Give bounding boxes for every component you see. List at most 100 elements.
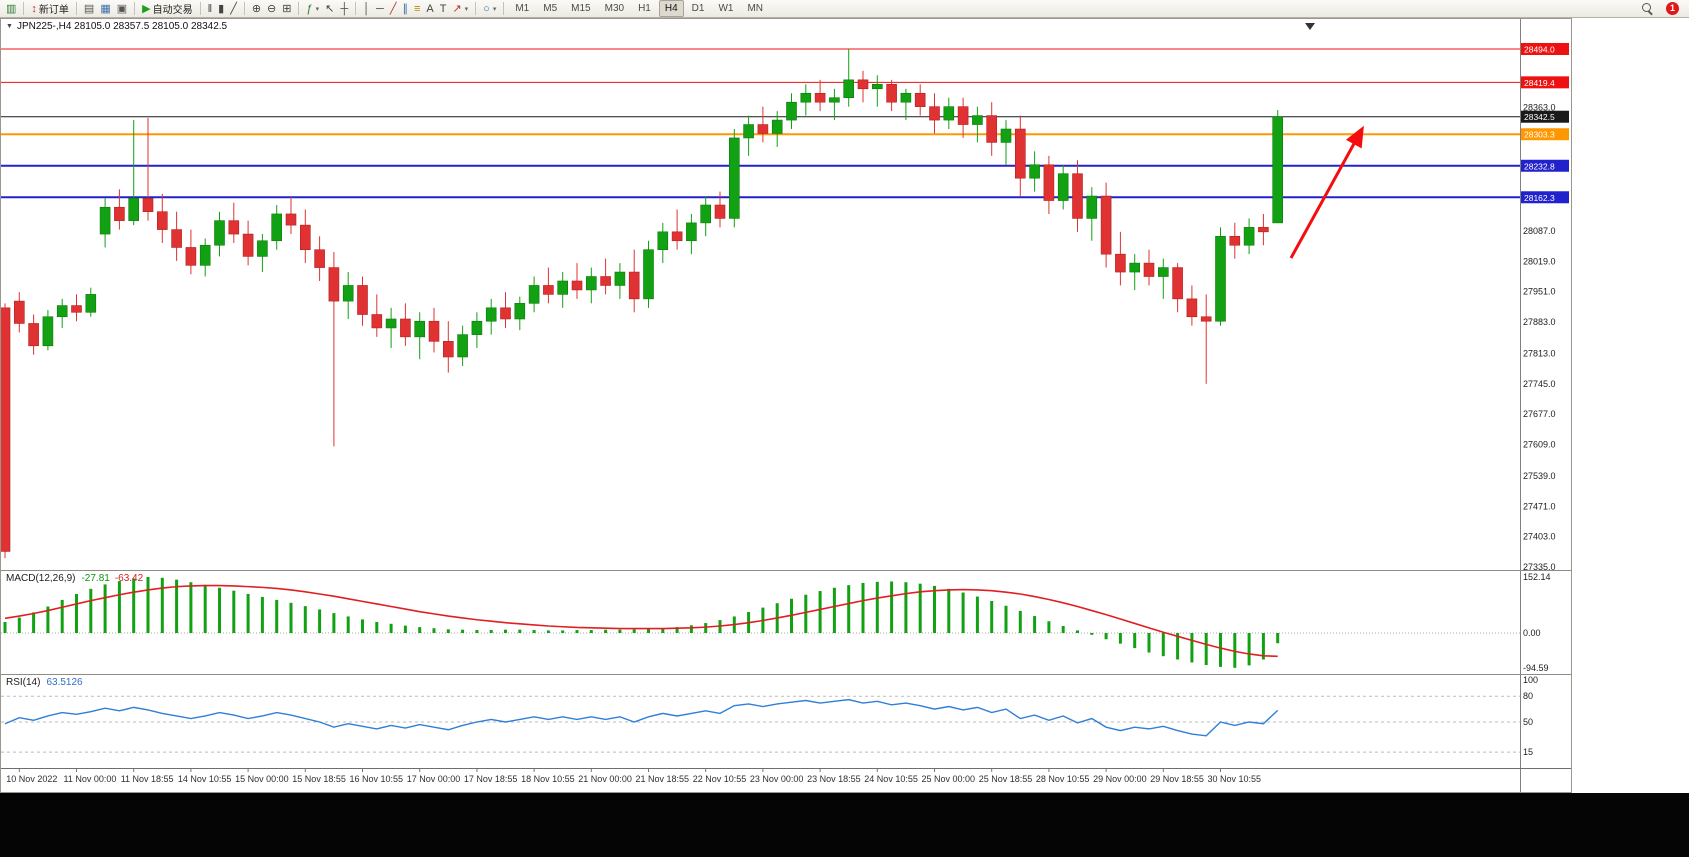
data-window-button[interactable]: ▣	[114, 1, 130, 17]
auto-trading-button[interactable]: ▶ 自动交易	[139, 1, 195, 17]
new-chart-button[interactable]: ▥	[3, 1, 19, 17]
indicators-button[interactable]: ƒ ▾	[303, 1, 322, 17]
new-order-button[interactable]: ↕ 新订单	[28, 1, 72, 17]
time-label: 25 Nov 00:00	[922, 774, 976, 784]
time-label: 15 Nov 00:00	[235, 774, 289, 784]
notification-badge[interactable]: 1	[1666, 2, 1679, 15]
time-axis[interactable]: 10 Nov 2022 11 Nov 00:00 11 Nov 18:55 14 No…	[1, 768, 1571, 792]
candle	[843, 49, 855, 107]
candle	[228, 202, 240, 243]
candle	[471, 312, 483, 349]
profiles-button[interactable]: ▤	[81, 1, 97, 17]
rsi-axis-tick: 50	[1523, 717, 1533, 727]
macd-chart-canvas[interactable]: 152.14 0.00 -94.59	[1, 571, 1571, 674]
price-chart-canvas[interactable]: 28363.0 28087.0 28019.0 27951.0 27883.0 27813…	[1, 19, 1571, 570]
candle	[1115, 231, 1126, 286]
candle	[886, 79, 897, 112]
price-panel[interactable]: 28363.0 28087.0 28019.0 27951.0 27883.0 27813…	[1, 19, 1571, 570]
rsi-label: RSI(14) 63.5126	[6, 677, 83, 688]
timeframe-h1-button[interactable]: H1	[638, 3, 651, 14]
chart-menu-icon[interactable]: ▼	[6, 23, 13, 30]
candle	[943, 97, 955, 130]
time-label: 16 Nov 10:55	[350, 774, 404, 784]
candle	[643, 240, 654, 308]
candle	[1229, 222, 1241, 259]
trend-arrow[interactable]	[1289, 125, 1364, 259]
trendline-button[interactable]: ╱	[387, 1, 400, 17]
crosshair-button[interactable]: ┼	[337, 1, 351, 17]
market-watch-icon: ▦	[100, 2, 111, 15]
price-tick: 27951.0	[1523, 287, 1556, 297]
price-axis: 28363.0 28087.0 28019.0 27951.0 27883.0 27813…	[1523, 103, 1556, 570]
text-label-button[interactable]: T	[437, 1, 450, 17]
candle	[1129, 254, 1140, 290]
pivot-price-tag	[1521, 128, 1569, 141]
horizontal-line-button[interactable]: ─	[373, 1, 387, 17]
candle	[814, 79, 826, 112]
shapes-button[interactable]: ○ ▾	[480, 1, 499, 17]
candle	[328, 251, 340, 447]
trendline-icon: ╱	[389, 2, 397, 15]
timeframe-m15-button[interactable]: M15	[571, 3, 591, 14]
candle	[214, 211, 225, 257]
toolbar-separator	[475, 2, 477, 15]
bar-chart-button[interactable]: ‖	[205, 1, 216, 17]
arrows-button[interactable]: ↗ ▾	[449, 1, 471, 17]
timeframe-w1-button[interactable]: W1	[718, 3, 734, 14]
time-label: 17 Nov 00:00	[407, 774, 461, 784]
time-axis-canvas[interactable]: 10 Nov 2022 11 Nov 00:00 11 Nov 18:55 14 No…	[1, 769, 1571, 792]
candle	[1186, 285, 1198, 326]
candle	[786, 93, 797, 130]
timeframe-h4-button[interactable]: H4	[658, 0, 684, 17]
candle	[342, 272, 354, 319]
zoom-out-button[interactable]: ⊖	[264, 1, 279, 17]
candle	[614, 263, 626, 299]
vertical-line-button[interactable]: │	[360, 1, 373, 17]
candle	[700, 196, 712, 237]
channel-button[interactable]: ∥	[399, 1, 411, 17]
candle	[114, 189, 125, 230]
tile-windows-button[interactable]: ⊞	[279, 1, 294, 17]
candle-chart-button[interactable]: ▮	[215, 1, 227, 17]
current-price-price-tag	[1521, 110, 1569, 123]
candle	[871, 75, 883, 107]
timeframe-d1-button[interactable]: D1	[691, 3, 705, 14]
candle	[1143, 249, 1155, 286]
rsi-panel[interactable]: 100 80 50 15 RSI(14) 63.5126	[1, 674, 1571, 768]
timeframe-m1-button[interactable]: M1	[515, 3, 530, 14]
time-label: 25 Nov 18:55	[979, 774, 1033, 784]
zoom-in-button[interactable]: ⊕	[249, 1, 264, 17]
candle	[857, 70, 869, 103]
cursor-button[interactable]: ↖	[322, 1, 337, 17]
timeframe-mn-button[interactable]: MN	[747, 3, 764, 14]
time-label: 14 Nov 10:55	[178, 774, 232, 784]
chart-shift-marker[interactable]	[1305, 23, 1315, 30]
fibonacci-button[interactable]: ≡	[411, 1, 423, 17]
market-watch-button[interactable]: ▦	[97, 1, 113, 17]
zoom-in-icon: ⊕	[251, 2, 262, 15]
candle	[1243, 218, 1255, 255]
timeframe-m5-button[interactable]: M5	[543, 3, 558, 14]
search-button[interactable]	[1639, 1, 1657, 17]
data-window-icon: ▣	[116, 2, 128, 15]
text-button[interactable]: A	[423, 1, 436, 17]
time-label: 21 Nov 00:00	[578, 774, 632, 784]
rsi-value: 63.5126	[46, 677, 83, 688]
rsi-chart-canvas[interactable]: 100 80 50 15	[1, 675, 1571, 768]
candle	[99, 198, 111, 248]
rsi-line	[4, 698, 1279, 737]
time-label: 10 Nov 2022	[6, 774, 57, 784]
candle	[829, 88, 840, 121]
macd-panel[interactable]: 152.14 0.00 -94.59 MACD(12,26,9) -27.81 -63.…	[1, 570, 1571, 674]
shapes-dropdown-icon: ▾	[492, 5, 497, 13]
line-chart-button[interactable]: ╱	[227, 1, 240, 17]
price-tick: 28363.0	[1523, 103, 1556, 113]
time-label: 30 Nov 10:55	[1208, 774, 1262, 784]
candle	[442, 321, 454, 373]
candle	[500, 292, 511, 328]
candle	[743, 115, 754, 156]
bottom-black-panel	[0, 793, 1689, 857]
timeframe-m30-button[interactable]: M30	[604, 3, 625, 14]
toolbar-separator	[134, 2, 136, 15]
candle	[671, 209, 683, 250]
